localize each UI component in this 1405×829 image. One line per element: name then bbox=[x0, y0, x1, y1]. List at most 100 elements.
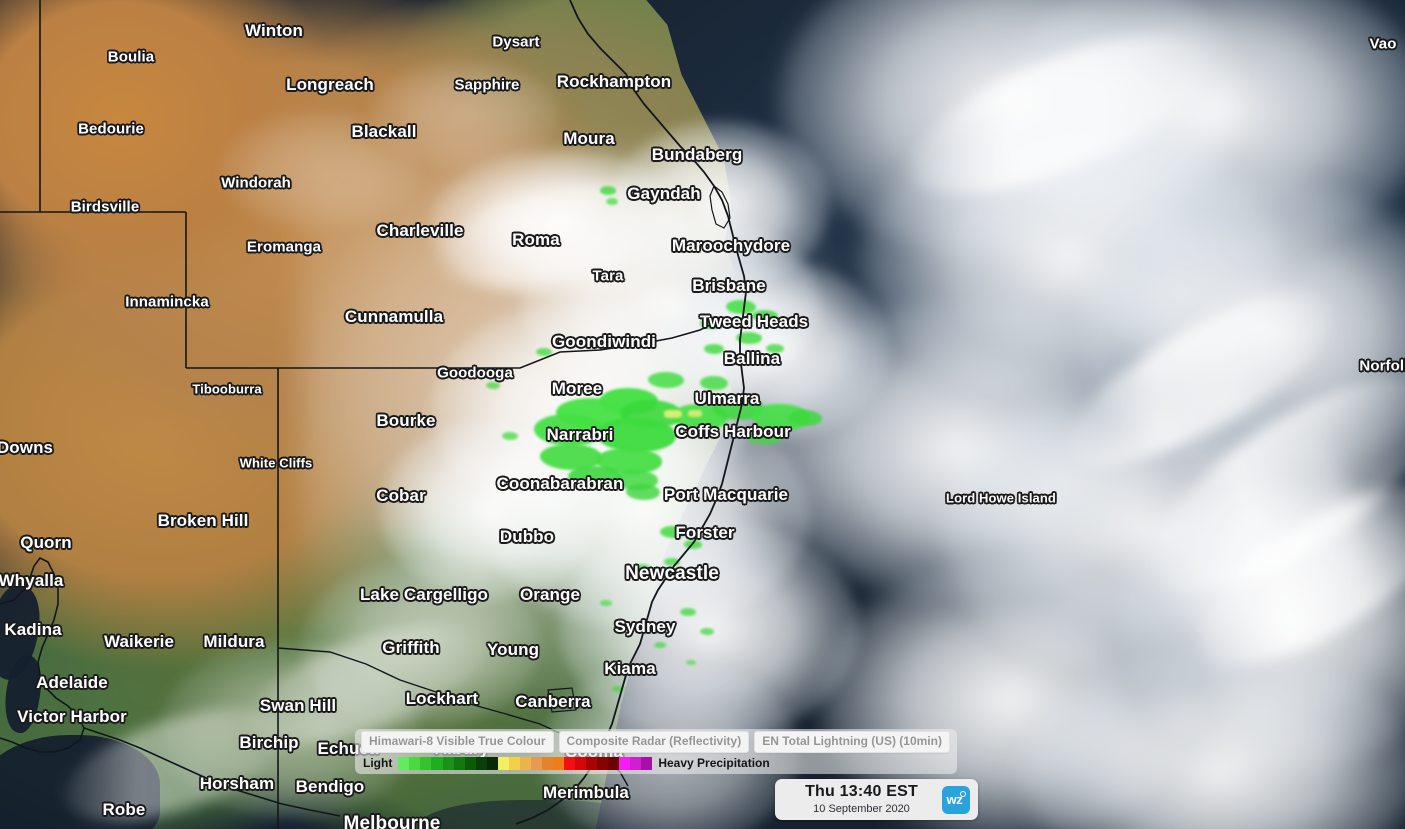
city-label: Newcastle bbox=[625, 563, 719, 584]
legend-swatch bbox=[608, 757, 620, 770]
city-label: Birchip bbox=[239, 733, 299, 752]
city-label: Roma bbox=[512, 230, 560, 249]
legend-swatch bbox=[597, 757, 609, 770]
city-label: Vao bbox=[1369, 35, 1397, 53]
precipitation-color-scale bbox=[398, 757, 653, 770]
city-label: Broken Hill bbox=[157, 511, 249, 530]
legend-swatch bbox=[564, 757, 576, 770]
city-label: Maroochydore bbox=[671, 236, 791, 255]
city-label: Melbourne bbox=[343, 813, 441, 829]
legend-swatch bbox=[398, 757, 410, 770]
legend-swatch bbox=[442, 757, 454, 770]
city-label: Mildura bbox=[203, 632, 265, 651]
city-label: Coonabarabran bbox=[496, 474, 624, 493]
city-label: Lord Howe Island bbox=[946, 490, 1056, 506]
timestamp-text: Thu 13:40 EST 10 September 2020 bbox=[775, 783, 942, 816]
city-label: Moree bbox=[551, 379, 603, 398]
city-label: Tibooburra bbox=[192, 381, 262, 397]
city-label: Horsham bbox=[199, 774, 275, 793]
legend-swatch bbox=[431, 757, 443, 770]
city-label: Downs bbox=[0, 438, 54, 457]
city-label: Lake Cargelligo bbox=[359, 585, 489, 604]
city-label: Cunnamulla bbox=[344, 307, 444, 326]
city-label: Robe bbox=[102, 800, 146, 819]
legend-swatch bbox=[519, 757, 531, 770]
city-label: Lockhart bbox=[405, 689, 479, 708]
city-label: Birdsville bbox=[70, 198, 140, 216]
city-label: Ballina bbox=[723, 349, 781, 368]
legend-high-label: Heavy Precipitation bbox=[658, 756, 770, 770]
city-label: Longreach bbox=[286, 75, 374, 94]
city-label: Orange bbox=[519, 585, 581, 604]
legend-scale-row: Light Heavy Precipitation bbox=[363, 757, 770, 770]
city-label: Merimbula bbox=[543, 783, 629, 802]
city-label: Griffith bbox=[382, 638, 440, 657]
city-label: Narrabri bbox=[546, 425, 614, 444]
city-label: Goondiwindi bbox=[551, 332, 657, 351]
city-label: Forster bbox=[675, 523, 735, 542]
city-label: Goodooga bbox=[437, 364, 513, 382]
city-label: Dysart bbox=[492, 33, 540, 51]
city-label: Kiama bbox=[604, 659, 656, 678]
city-label: Rockhampton bbox=[556, 72, 672, 91]
legend-swatch bbox=[541, 757, 553, 770]
city-label: Victor Harbor bbox=[17, 707, 127, 726]
city-label: Waikerie bbox=[103, 632, 175, 651]
weatherzone-logo[interactable]: wz bbox=[942, 785, 970, 814]
timestamp-badge[interactable]: Thu 13:40 EST 10 September 2020 wz bbox=[775, 779, 978, 820]
city-label: Cobar bbox=[376, 486, 426, 505]
city-label: Moura bbox=[563, 129, 615, 148]
legend-swatch bbox=[619, 757, 631, 770]
city-label: Kadina bbox=[4, 620, 62, 639]
legend-swatch bbox=[497, 757, 509, 770]
city-label: Charleville bbox=[376, 221, 464, 240]
city-label: Port Macquarie bbox=[663, 485, 789, 504]
city-label: Winton bbox=[244, 21, 304, 40]
city-label: Whyalla bbox=[0, 571, 64, 590]
city-label: Tweed Heads bbox=[699, 312, 809, 331]
degree-icon bbox=[960, 790, 966, 797]
city-label: Blackall bbox=[351, 122, 417, 141]
legend-swatch bbox=[641, 757, 653, 770]
legend-swatch bbox=[486, 757, 498, 770]
city-label: Innamincka bbox=[125, 293, 209, 311]
city-label: Ulmarra bbox=[694, 389, 760, 408]
city-label: Bedourie bbox=[78, 120, 144, 138]
legend-swatch bbox=[586, 757, 598, 770]
city-label: Quorn bbox=[20, 533, 72, 552]
city-label: Gayndah bbox=[627, 184, 701, 203]
legend-swatch bbox=[530, 757, 542, 770]
city-label: Swan Hill bbox=[259, 696, 337, 715]
legend-swatch bbox=[630, 757, 642, 770]
city-label: Boulia bbox=[107, 48, 155, 66]
legend-swatch bbox=[475, 757, 487, 770]
city-label: Brisbane bbox=[692, 276, 766, 295]
legend-swatch bbox=[575, 757, 587, 770]
city-label: Bourke bbox=[376, 411, 436, 430]
legend-swatch bbox=[464, 757, 476, 770]
weatherzone-logo-text: wz bbox=[946, 792, 963, 807]
city-label: Coffs Harbour bbox=[675, 422, 791, 441]
legend-swatch bbox=[508, 757, 520, 770]
legend-swatch bbox=[420, 757, 432, 770]
city-label: Dubbo bbox=[499, 527, 555, 546]
legend-low-label: Light bbox=[363, 756, 393, 770]
city-label: Canberra bbox=[515, 692, 591, 711]
legend-swatch bbox=[552, 757, 565, 770]
city-label: Eromanga bbox=[246, 238, 322, 256]
timestamp-date: 10 September 2020 bbox=[813, 803, 910, 815]
city-label: Sapphire bbox=[454, 76, 520, 94]
city-label: Tara bbox=[592, 267, 624, 285]
city-label: Windorah bbox=[221, 174, 291, 192]
city-label: Adelaide bbox=[36, 673, 108, 692]
city-label: White Cliffs bbox=[239, 455, 313, 471]
city-label: Norfolk bbox=[1359, 357, 1405, 375]
legend-swatch bbox=[453, 757, 465, 770]
city-label: Bendigo bbox=[295, 777, 365, 796]
city-label: Young bbox=[486, 640, 540, 659]
city-label: Bundaberg bbox=[651, 145, 743, 164]
city-label: Sydney bbox=[614, 617, 676, 636]
timestamp-time: Thu 13:40 EST bbox=[805, 783, 918, 800]
